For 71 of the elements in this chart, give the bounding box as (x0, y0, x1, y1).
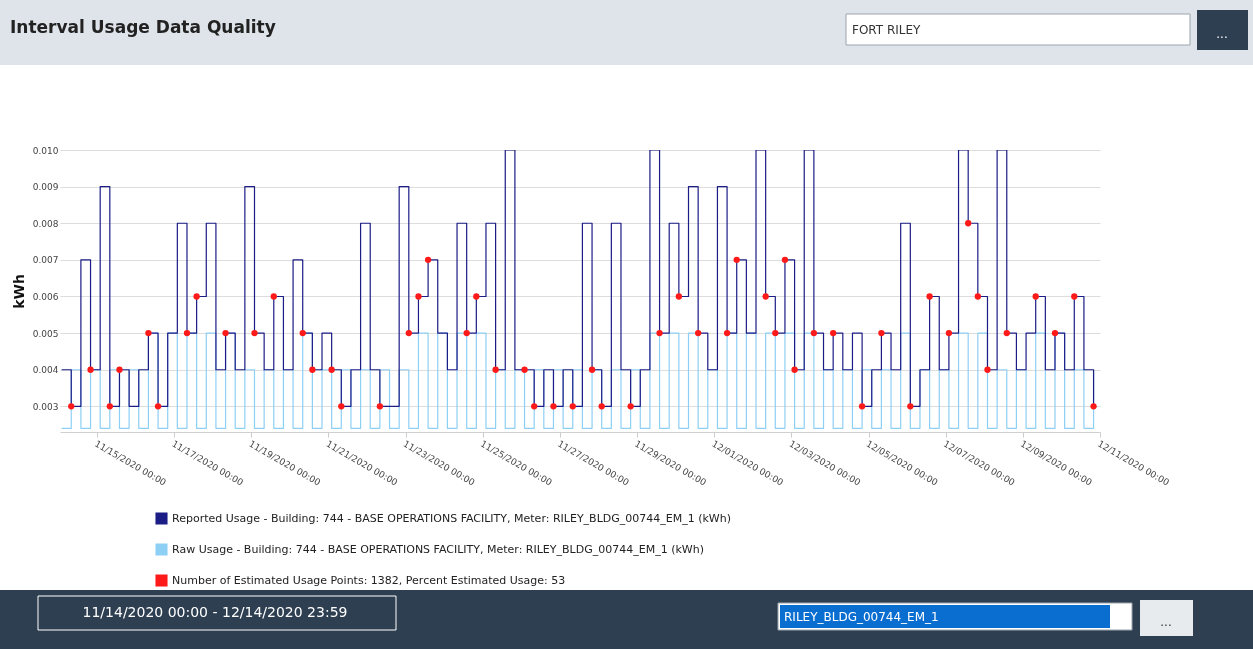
point (424, 256, 432, 264)
point (116, 366, 123, 373)
point (68, 403, 75, 410)
point (154, 403, 162, 410)
point (1032, 293, 1039, 300)
y-tick-label: 0.003 (32, 401, 59, 412)
point (791, 366, 798, 373)
point (222, 329, 229, 337)
point (1090, 403, 1097, 410)
point (588, 366, 596, 373)
point (694, 329, 702, 337)
point (1051, 329, 1059, 337)
text: FORT RILEY (852, 23, 922, 37)
point (521, 366, 528, 373)
point (830, 329, 837, 337)
point (415, 293, 422, 300)
point (193, 293, 200, 300)
point (569, 403, 576, 410)
point (550, 403, 557, 410)
point (781, 256, 789, 264)
text: 11/14/2020 00:00 - 12/14/2020 23:59 (82, 604, 348, 620)
y-tick-label: 0.010 (32, 145, 59, 156)
point (183, 329, 191, 337)
point (762, 293, 769, 300)
point (106, 403, 113, 410)
point (463, 329, 470, 337)
point (270, 293, 277, 300)
point (945, 329, 953, 337)
point (251, 329, 258, 337)
point (376, 403, 384, 410)
point (627, 403, 634, 410)
y-tick-label: 0.005 (32, 328, 59, 339)
text: ... (1160, 615, 1172, 629)
point (926, 293, 933, 300)
point (145, 329, 152, 337)
legend-label: Reported Usage - Building: 744 - BASE OPERATIONS FACILITY, Meter: RILEY_BLDG_00744_EM_1 (kWh) (172, 511, 732, 525)
legend-label: Number of Estimated Usage Points: 1382, Percent Estimated Usage: 53 (172, 573, 566, 587)
point (598, 403, 605, 410)
text: ... (1216, 27, 1228, 41)
y-tick-label: 0.004 (32, 365, 59, 376)
point (733, 256, 740, 264)
point (907, 403, 914, 410)
point (531, 403, 538, 410)
point (405, 329, 412, 337)
point (772, 329, 779, 337)
point (309, 366, 316, 373)
point (328, 366, 335, 373)
point (965, 220, 972, 227)
point (723, 329, 731, 337)
y-tick-label: 0.006 (32, 291, 59, 302)
legend-label: Raw Usage - Building: 744 - BASE OPERATIONS FACILITY, Meter: RILEY_BLDG_00744_EM_1 (kWh) (172, 542, 704, 556)
point (974, 293, 981, 300)
point (656, 329, 663, 337)
point (878, 329, 885, 337)
point (1003, 329, 1010, 337)
chart-title: Interval Usage Data Quality (10, 17, 276, 37)
point (810, 329, 818, 337)
point (1071, 293, 1078, 300)
point (858, 403, 866, 410)
point (675, 293, 683, 300)
y-tick-label: 0.007 (32, 255, 59, 266)
point (299, 329, 306, 337)
point (473, 293, 480, 300)
y-tick-label: 0.008 (32, 218, 59, 229)
point (87, 366, 94, 373)
text: RILEY_BLDG_00744_EM_1 (784, 610, 939, 624)
y-axis-title: kWh (10, 274, 27, 309)
y-tick-label: 0.009 (32, 182, 59, 193)
point (492, 366, 499, 373)
point (984, 366, 991, 373)
point (338, 403, 345, 410)
